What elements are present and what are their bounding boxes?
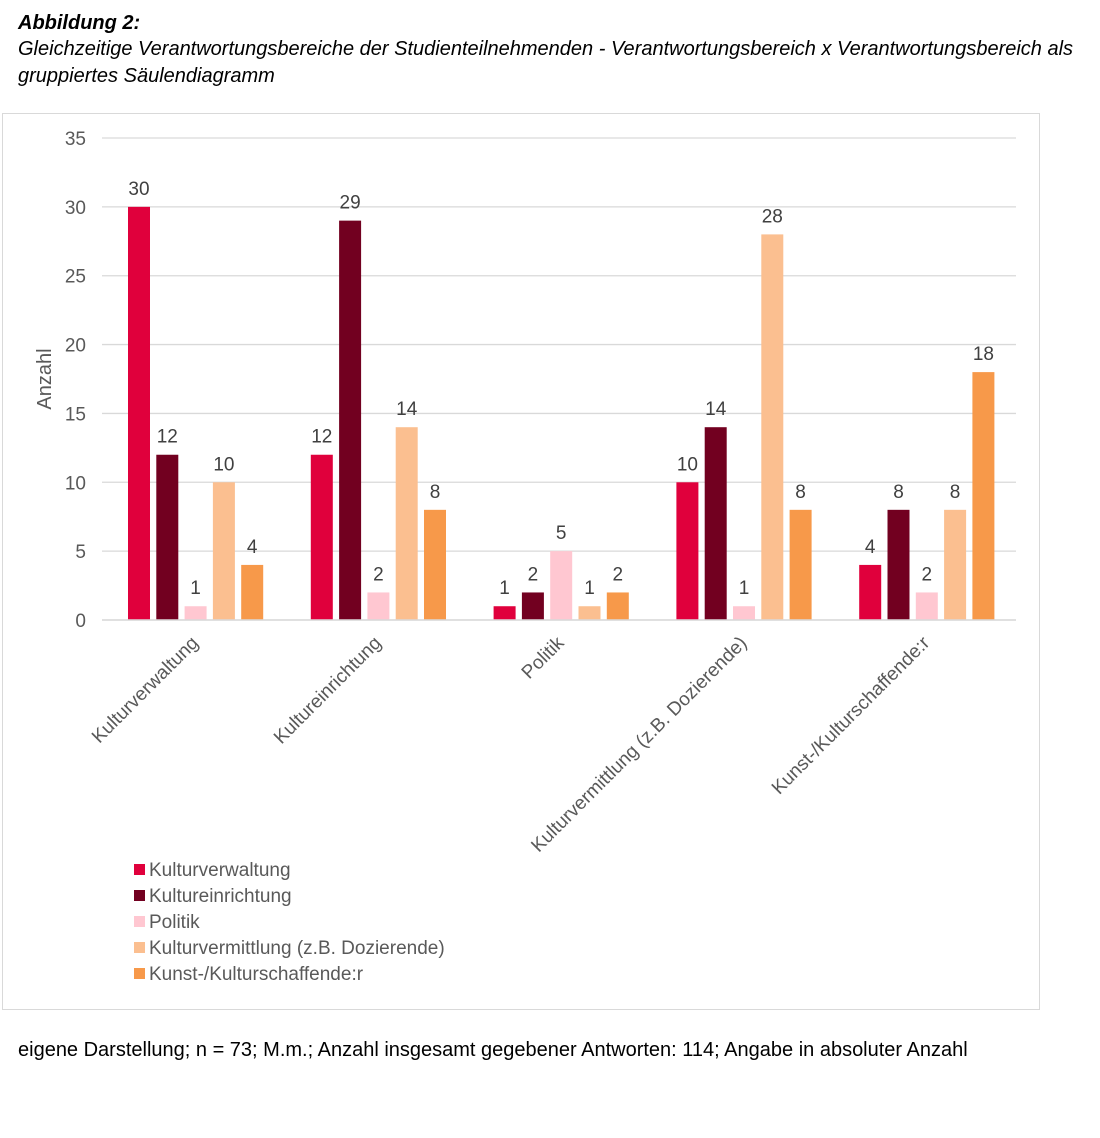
bar: [789, 509, 812, 620]
bar: [493, 606, 516, 620]
figure-header: Abbildung 2: Gleichzeitige Verantwortung…: [18, 10, 1078, 90]
bar: [310, 454, 333, 620]
bar: [578, 606, 601, 620]
data-label: 1: [499, 578, 510, 599]
bar: [733, 606, 755, 620]
y-tick-label: 0: [75, 611, 86, 632]
y-axis-label: Anzahl: [34, 348, 56, 409]
x-tick-label: Kunst-/Kulturschaffende:r: [768, 632, 935, 799]
legend-swatch: [134, 942, 145, 953]
data-label: 1: [190, 578, 201, 599]
data-label: 18: [973, 344, 994, 365]
data-label: 10: [213, 454, 234, 475]
legend-label: Politik: [149, 912, 200, 933]
y-tick-label: 20: [65, 336, 86, 357]
y-tick-label: 30: [65, 198, 86, 219]
bar: [367, 592, 390, 620]
bar: [156, 454, 179, 620]
data-label: 8: [893, 482, 904, 503]
figure-caption: Gleichzeitige Verantwortungsbereiche der…: [18, 38, 1074, 87]
bar: [887, 509, 910, 620]
bar: [128, 206, 150, 620]
legend-label: Kunst-/Kulturschaffende:r: [149, 964, 364, 985]
data-label: 5: [556, 523, 567, 544]
data-label: 1: [739, 578, 750, 599]
legend-swatch: [134, 968, 145, 979]
figure-note: eigene Darstellung; n = 73; M.m.; Anzahl…: [18, 1039, 968, 1061]
bar: [521, 592, 544, 620]
x-tick-label: Politik: [518, 632, 569, 683]
data-label: 30: [128, 179, 149, 200]
data-label: 4: [865, 537, 876, 558]
data-label: 8: [950, 482, 961, 503]
bar-chart: 05101520253035Anzahl30121104Kulturverwal…: [34, 129, 1016, 985]
bar: [972, 372, 995, 620]
bar: [424, 509, 446, 620]
bar: [184, 606, 207, 620]
bar: [339, 220, 362, 620]
legend-label: Kulturverwaltung: [149, 860, 291, 881]
y-tick-label: 15: [65, 404, 86, 425]
x-tick-label: Kulturverwaltung: [88, 633, 203, 748]
bar: [944, 509, 967, 620]
bar: [761, 234, 784, 620]
figure-label: Abbildung 2:: [18, 12, 141, 34]
legend-swatch: [134, 916, 145, 927]
data-label: 29: [340, 193, 361, 214]
bar: [859, 564, 882, 620]
y-tick-label: 10: [65, 473, 86, 494]
data-label: 2: [613, 564, 624, 585]
data-label: 8: [795, 482, 806, 503]
bar: [395, 427, 418, 620]
data-label: 12: [311, 427, 332, 448]
y-tick-label: 25: [65, 267, 86, 288]
data-label: 12: [157, 427, 178, 448]
bar: [212, 482, 235, 620]
legend-swatch: [134, 890, 145, 901]
data-label: 10: [677, 454, 698, 475]
data-label: 28: [762, 206, 783, 227]
bar: [606, 592, 629, 620]
bar: [241, 564, 264, 620]
legend-swatch: [134, 864, 145, 875]
x-tick-label: Kultureinrichtung: [270, 633, 386, 749]
bar: [915, 592, 938, 620]
legend-label: Kulturvermittlung (z.B. Dozierende): [149, 938, 445, 959]
chart-frame: [2, 113, 1040, 1010]
data-label: 2: [922, 564, 933, 585]
legend-label: Kultureinrichtung: [149, 886, 292, 907]
x-tick-label: Kulturvermittlung (z.B. Dozierende): [527, 633, 751, 857]
data-label: 14: [396, 399, 418, 420]
data-label: 2: [528, 564, 539, 585]
data-label: 4: [247, 537, 258, 558]
data-label: 8: [430, 482, 441, 503]
y-tick-label: 35: [65, 129, 86, 150]
bar: [704, 427, 727, 620]
y-tick-label: 5: [75, 542, 86, 563]
data-label: 2: [373, 564, 384, 585]
bar: [676, 482, 699, 620]
data-label: 14: [705, 399, 727, 420]
data-label: 1: [584, 578, 595, 599]
bar: [550, 551, 573, 620]
